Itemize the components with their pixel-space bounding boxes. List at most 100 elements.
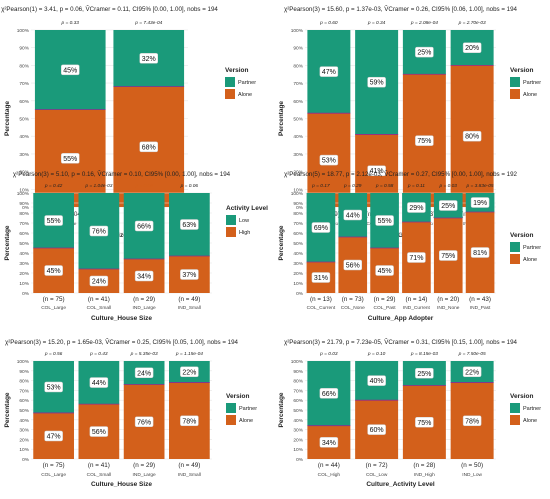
data-label-box [44, 430, 63, 442]
data-label-text: 80% [465, 134, 479, 141]
data-label-box [134, 270, 154, 282]
data-label: 41% [367, 165, 386, 176]
data-label-box [367, 424, 386, 435]
data-label-text: 75% [441, 253, 455, 260]
legend-swatch [510, 77, 520, 87]
legend-label: Partner [523, 406, 541, 412]
chart-panel-5: χ²Pearson(3) = 15.20, p = 1.65e-03, V̂Cr… [4, 339, 257, 488]
data-label: 76% [134, 416, 154, 428]
y-tick-label: 80% [19, 379, 29, 385]
legend-label: Partner [238, 80, 256, 86]
x-tick-label: IND_Small [178, 472, 201, 478]
legend-swatch [510, 89, 520, 99]
legend-label: Alone [523, 418, 537, 424]
y-tick-label: 10% [19, 281, 29, 287]
y-tick-label: 40% [293, 251, 303, 257]
y-tick-label: 40% [293, 418, 303, 424]
y-tick-label: 50% [293, 408, 303, 414]
y-tick-label: 70% [293, 81, 303, 87]
data-label-text: 25% [417, 50, 431, 57]
p-value-label: p = 0.06 [180, 183, 199, 189]
p-value-label: p = 0.10 [367, 351, 386, 357]
n-label: (n = 43) [469, 296, 491, 303]
legend-title: Version [510, 232, 534, 239]
chart-panel-6: χ²Pearson(3) = 21.79, p = 7.23e-05, V̂Cr… [278, 339, 541, 488]
y-tick-label: 90% [19, 369, 29, 375]
legend-label: Partner [523, 80, 541, 86]
data-label: 44% [89, 377, 109, 388]
data-label-text: 59% [370, 80, 384, 87]
p-value-label: p = 1.15e-04 [175, 351, 203, 357]
data-label-box [407, 202, 426, 213]
data-label-text: 55% [378, 218, 392, 225]
x-tick-label: IND_Low [462, 472, 482, 478]
y-tick-label: 30% [19, 428, 29, 434]
n-label: (n = 29) [374, 296, 396, 303]
y-tick-label: 20% [293, 271, 303, 277]
p-value-label: p = 0.42 [44, 183, 63, 189]
y-tick-label: 60% [19, 398, 29, 404]
data-label-text: 68% [142, 144, 156, 151]
n-label: (n = 50) [461, 462, 483, 469]
legend-label: Partner [523, 245, 541, 251]
data-label-box [319, 154, 339, 166]
data-label: 20% [462, 42, 482, 53]
data-label-text: 76% [137, 419, 151, 426]
n-label: (n = 72) [366, 462, 388, 469]
data-label-text: 37% [182, 272, 196, 279]
p-value-label: p = 0.03 [319, 351, 338, 357]
x-tick-label: COL_High [318, 472, 341, 478]
data-label-box [367, 76, 386, 88]
data-label-box [415, 417, 434, 428]
data-label: 37% [180, 269, 199, 280]
y-tick-label: 0% [296, 205, 304, 211]
data-label-text: 55% [63, 156, 77, 163]
x-tick-label: COL_Small [87, 305, 112, 311]
chart-title: χ²Pearson(3) = 21.79, p = 7.23e-05, V̂Cr… [284, 339, 518, 346]
legend-swatch [226, 215, 236, 225]
x-axis-label: Culture_House Size [91, 315, 152, 322]
data-label: 22% [462, 366, 482, 378]
y-tick-label: 0% [296, 457, 304, 463]
data-label-box [180, 366, 199, 378]
data-label-text: 69% [314, 225, 328, 232]
legend-label: Partner [239, 406, 257, 412]
data-label: 75% [415, 135, 434, 146]
p-value-label: p = 0.60 [319, 20, 338, 26]
p-value-label: p = 0.58 [375, 183, 394, 189]
data-label-text: 45% [378, 268, 392, 275]
data-label-box [343, 259, 362, 271]
x-tick-label: IND_None [437, 305, 460, 311]
y-tick-label: 40% [293, 134, 303, 140]
y-tick-label: 30% [293, 261, 303, 267]
p-value-label: p = 0.43 [89, 351, 108, 357]
data-label-text: 60% [370, 427, 384, 434]
data-label-text: 47% [322, 69, 336, 76]
data-label-box [61, 153, 80, 164]
n-label: (n = 49) [178, 462, 200, 469]
y-tick-label: 60% [293, 398, 303, 404]
x-axis-label: Culture_Gym Goer [372, 232, 430, 239]
p-value-label: p = 2.08e-04 [410, 20, 438, 26]
data-label-box [470, 247, 490, 258]
data-label: 78% [180, 415, 199, 427]
data-label-text: 76% [92, 229, 106, 236]
p-value-label: p = 7.50e-05 [458, 351, 486, 357]
y-tick-label: 20% [293, 170, 303, 176]
data-label-box [367, 375, 386, 386]
data-label-box [180, 269, 199, 280]
x-tick-label: IND_Current [403, 305, 431, 311]
data-label-box [319, 437, 339, 448]
data-label: 56% [343, 259, 362, 271]
data-label-box [439, 250, 458, 261]
y-tick-label: 100% [291, 191, 304, 197]
data-label: 29% [407, 202, 426, 213]
data-label-box [139, 141, 158, 153]
y-tick-label: 10% [19, 447, 29, 453]
data-label: 75% [439, 250, 458, 261]
data-label: 32% [139, 53, 158, 64]
chart-title: χ²Pearson(5) = 18.77, p = 2.12e-03, V̂Cr… [284, 171, 518, 178]
y-tick-label: 40% [19, 251, 29, 257]
y-axis-label: Percentage [278, 392, 285, 427]
data-label: 75% [415, 417, 434, 428]
